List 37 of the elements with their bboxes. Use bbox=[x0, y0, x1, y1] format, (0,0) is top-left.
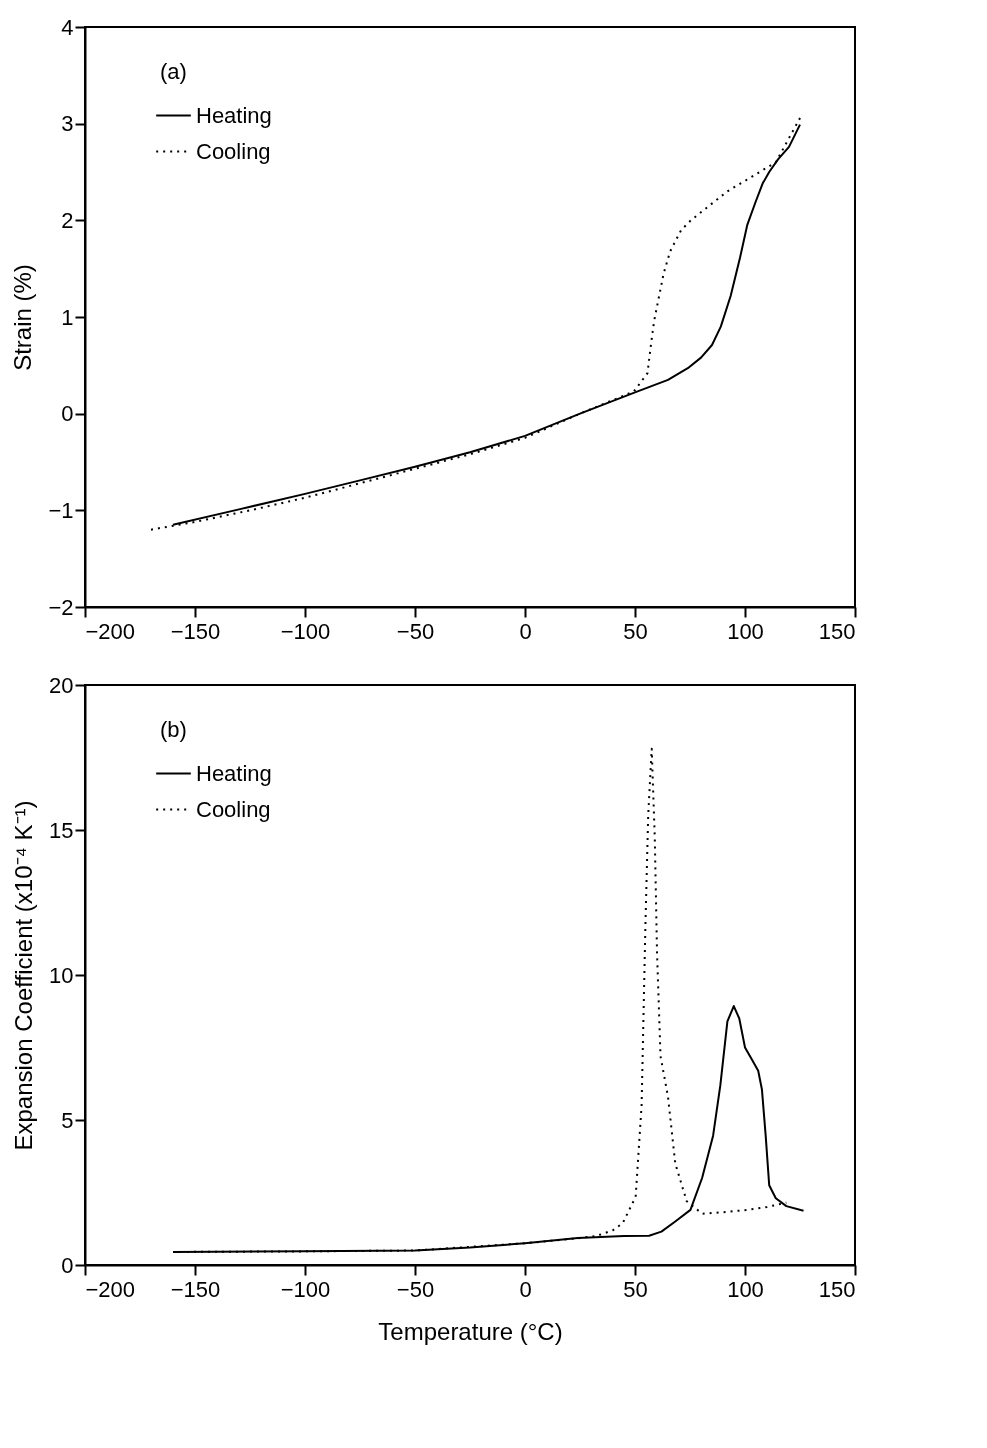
x-tick-label: 0 bbox=[519, 1276, 532, 1302]
y-tick-label: 2 bbox=[61, 207, 74, 233]
y-tick-label: 0 bbox=[61, 1252, 74, 1278]
x-axis-title: Temperature (°C) bbox=[378, 1317, 563, 1345]
y-tick-label: 0 bbox=[61, 401, 74, 427]
x-tick-label: −50 bbox=[396, 1276, 435, 1302]
x-tick-label: 100 bbox=[727, 618, 764, 644]
x-tick-label: −100 bbox=[280, 1276, 331, 1302]
annotation: (a) bbox=[160, 59, 187, 84]
legend-label: Heating bbox=[196, 760, 272, 786]
y-tick-label: 10 bbox=[49, 962, 74, 988]
x-tick-label: 150 bbox=[818, 1276, 856, 1302]
x-tick-label: −200 bbox=[85, 618, 136, 644]
x-tick-label: 50 bbox=[623, 1276, 648, 1302]
legend-label: Cooling bbox=[196, 138, 271, 164]
x-tick-label: 50 bbox=[623, 618, 648, 644]
x-tick-label: −100 bbox=[280, 618, 331, 644]
x-tick-label: −150 bbox=[170, 618, 221, 644]
y-axis-title: Strain (%) bbox=[9, 264, 37, 371]
x-tick-label: −150 bbox=[170, 1276, 221, 1302]
x-tick-label: 100 bbox=[727, 1276, 764, 1302]
x-tick-label: −50 bbox=[396, 618, 435, 644]
y-tick-label: 5 bbox=[61, 1107, 74, 1133]
y-tick-label: 3 bbox=[61, 111, 74, 137]
y-axis-title: Expansion Coefficient (x10⁻⁴ K⁻¹) bbox=[10, 800, 38, 1151]
legend-label: Heating bbox=[196, 102, 272, 128]
x-tick-label: 150 bbox=[818, 618, 856, 644]
y-tick-label: −1 bbox=[48, 497, 74, 523]
legend-label: Cooling bbox=[196, 796, 271, 822]
y-tick-label: 4 bbox=[61, 14, 74, 40]
y-tick-label: 20 bbox=[49, 672, 74, 698]
annotation: (b) bbox=[160, 717, 187, 742]
x-tick-label: 0 bbox=[519, 618, 532, 644]
x-tick-label: −200 bbox=[85, 1276, 136, 1302]
y-tick-label: 15 bbox=[49, 817, 74, 843]
y-tick-label: −2 bbox=[48, 594, 74, 620]
y-tick-label: 1 bbox=[61, 304, 74, 330]
